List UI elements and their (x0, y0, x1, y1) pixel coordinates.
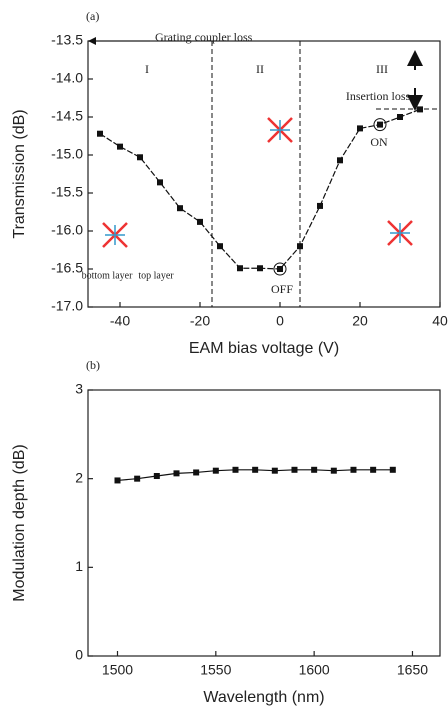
y-tick-label: 2 (75, 469, 83, 485)
data-point (311, 466, 318, 473)
data-point (257, 265, 263, 272)
annotation: Insertion loss (346, 89, 411, 103)
data-point (271, 467, 278, 474)
y-tick-label: -16.0 (51, 222, 83, 238)
data-point (337, 157, 343, 164)
inset-cross (105, 225, 125, 245)
annotation: III (376, 62, 388, 76)
data-point (193, 469, 200, 476)
x-tick-label: 1500 (102, 662, 133, 678)
data-point (317, 202, 323, 209)
data-point (232, 466, 239, 473)
annotation: I (145, 62, 149, 76)
annotation: ON (370, 135, 388, 149)
annotation: top layer (138, 270, 174, 281)
data-point (297, 243, 303, 250)
y-tick-label: 0 (75, 647, 83, 663)
x-tick-label: -20 (190, 313, 210, 329)
data-point (252, 466, 259, 473)
data-point (389, 466, 396, 473)
panel-label: (b) (86, 358, 100, 372)
x-tick-label: 40 (432, 313, 448, 329)
data-point (97, 130, 103, 137)
x-tick-label: 0 (276, 313, 284, 329)
inset-cross (390, 223, 410, 243)
data-point (377, 121, 383, 128)
data-point (134, 475, 141, 482)
inset-cross (270, 120, 290, 140)
y-tick-label: -15.0 (51, 146, 83, 162)
data-point (197, 218, 203, 225)
data-point (117, 143, 123, 150)
data-point (217, 243, 223, 250)
y-axis-label: Modulation depth (dB) (11, 444, 28, 601)
data-point (157, 179, 163, 186)
data-point (370, 466, 377, 473)
y-tick-label: -13.5 (51, 32, 83, 48)
data-point (291, 466, 298, 473)
annotation: Grating coupler loss (155, 30, 253, 44)
data-point (277, 266, 283, 272)
y-tick-label: -16.5 (51, 260, 83, 276)
data-line (99, 108, 421, 270)
x-axis-label: EAM bias voltage (V) (189, 340, 339, 357)
data-point (173, 470, 180, 477)
data-point (114, 477, 121, 484)
data-point (357, 125, 363, 132)
data-point (237, 265, 243, 272)
y-tick-label: -14.5 (51, 108, 83, 124)
x-axis-label: Wavelength (nm) (203, 689, 324, 706)
off-marker (273, 262, 287, 276)
data-point (330, 467, 337, 474)
x-tick-label: 1650 (397, 662, 428, 678)
data-point (350, 466, 357, 473)
annotation: OFF (271, 282, 293, 296)
x-tick-label: -40 (110, 313, 130, 329)
data-point (212, 467, 219, 474)
x-tick-label: 20 (352, 313, 368, 329)
y-tick-label: -17.0 (51, 298, 83, 314)
y-tick-label: -15.5 (51, 184, 83, 200)
data-point (177, 205, 183, 212)
y-tick-label: -14.0 (51, 70, 83, 86)
data-point (397, 114, 403, 120)
x-tick-label: 1600 (299, 662, 330, 678)
panel-label: (a) (86, 9, 99, 23)
x-tick-label: 1550 (200, 662, 231, 678)
annotation: bottom layer (82, 270, 133, 281)
on-marker (373, 118, 387, 132)
annotation: II (256, 62, 264, 76)
plot-frame (87, 389, 441, 657)
plot-frame (87, 40, 441, 308)
y-axis-label: Transmission (dB) (11, 109, 28, 238)
y-tick-label: 1 (75, 558, 83, 574)
y-tick-label: 3 (75, 381, 83, 397)
data-point (153, 473, 160, 480)
data-point (137, 154, 143, 161)
